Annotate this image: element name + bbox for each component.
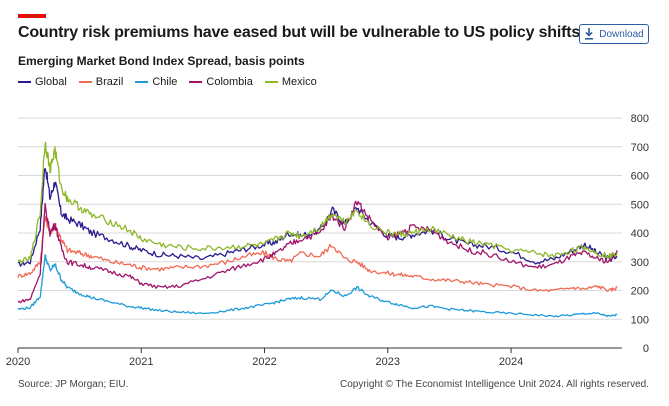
y-tick-label: 300 xyxy=(631,257,649,269)
chart-legend: Global Brazil Chile Colombia Mexico xyxy=(18,76,329,88)
x-tick-label: 2020 xyxy=(6,356,30,368)
source-note: Source: JP Morgan; EIU. xyxy=(18,379,129,390)
legend-swatch xyxy=(135,81,149,83)
x-tick-label: 2024 xyxy=(499,356,523,368)
legend-item-brazil: Brazil xyxy=(78,76,124,88)
legend-label: Chile xyxy=(152,76,178,88)
y-tick-label: 700 xyxy=(631,142,649,154)
legend-label: Colombia xyxy=(206,76,253,88)
legend-swatch xyxy=(264,81,278,83)
series-line-colombia xyxy=(17,200,618,304)
download-label: Download xyxy=(599,28,644,40)
y-tick-label: 200 xyxy=(631,286,649,298)
y-tick-label: 500 xyxy=(631,199,649,211)
x-tick-label: 2021 xyxy=(129,356,153,368)
series-line-mexico xyxy=(17,141,618,264)
y-tick-label: 400 xyxy=(631,228,649,240)
copyright-note: Copyright © The Economist Intelligence U… xyxy=(339,379,649,390)
legend-item-mexico: Mexico xyxy=(264,76,317,88)
legend-item-chile: Chile xyxy=(135,76,177,88)
brand-accent-bar xyxy=(18,14,46,18)
chart-title: Country risk premiums have eased but wil… xyxy=(18,24,581,41)
download-button[interactable]: Download xyxy=(579,24,649,44)
x-tick-label: 2022 xyxy=(252,356,276,368)
download-icon xyxy=(585,28,594,40)
series-line-chile xyxy=(17,254,618,318)
legend-swatch xyxy=(78,81,92,83)
chart-subtitle: Emerging Market Bond Index Spread, basis… xyxy=(18,54,305,68)
y-tick-label: 0 xyxy=(643,343,649,355)
legend-label: Brazil xyxy=(95,76,124,88)
y-tick-label: 800 xyxy=(631,113,649,125)
legend-swatch xyxy=(18,81,31,83)
legend-label: Global xyxy=(35,76,67,88)
series-line-brazil xyxy=(17,216,618,293)
legend-item-global: Global xyxy=(18,76,67,88)
line-chart: 0 100 200 300 400 500 600 700 800 2020 2021 2022 202… xyxy=(6,113,649,368)
y-tick-label: 600 xyxy=(631,171,649,183)
legend-label: Mexico xyxy=(281,76,317,88)
y-tick-label: 100 xyxy=(631,314,649,326)
legend-swatch xyxy=(189,81,203,83)
x-tick-label: 2023 xyxy=(376,356,400,368)
legend-item-colombia: Colombia xyxy=(189,76,253,88)
